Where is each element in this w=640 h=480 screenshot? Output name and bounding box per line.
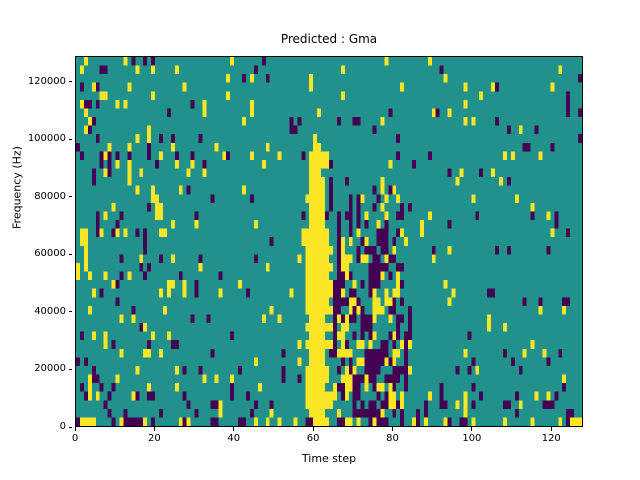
y-tick-label: 40000 [34, 305, 66, 317]
x-tick-label: 120 [541, 433, 561, 444]
x-tick-mark [471, 427, 473, 431]
x-tick-label: 0 [71, 433, 79, 444]
y-tick-label: 0 [59, 421, 66, 432]
y-tick-mark [68, 196, 72, 198]
x-tick-label: 80 [386, 433, 399, 444]
x-tick-label: 40 [227, 433, 241, 444]
x-axis-label: Time step [301, 452, 357, 465]
y-tick-mark [68, 368, 72, 370]
x-tick-label: 60 [306, 433, 320, 444]
y-tick-label: 60000 [34, 248, 66, 260]
y-tick-mark [68, 138, 72, 140]
y-tick-mark [68, 426, 72, 428]
y-tick-label: 100000 [27, 133, 66, 145]
y-axis-label: Frequency (Hz) [10, 146, 24, 229]
page-title: Predicted : Gma [280, 32, 378, 46]
y-tick-label: 120000 [27, 75, 66, 87]
y-tick-mark [68, 253, 72, 255]
x-tick-mark [74, 427, 76, 431]
x-tick-label: 100 [462, 433, 482, 444]
heatmap-axes [75, 56, 583, 427]
y-tick-label: 80000 [34, 190, 66, 202]
x-tick-mark [550, 427, 552, 431]
x-tick-mark [312, 427, 314, 431]
x-tick-mark [153, 427, 155, 431]
x-tick-mark [233, 427, 235, 431]
y-tick-mark [68, 311, 72, 313]
x-tick-mark [392, 427, 393, 431]
heatmap-image [76, 57, 582, 426]
y-tick-mark [68, 81, 72, 83]
y-tick-label: 20000 [34, 363, 66, 375]
x-tick-label: 20 [148, 433, 161, 444]
